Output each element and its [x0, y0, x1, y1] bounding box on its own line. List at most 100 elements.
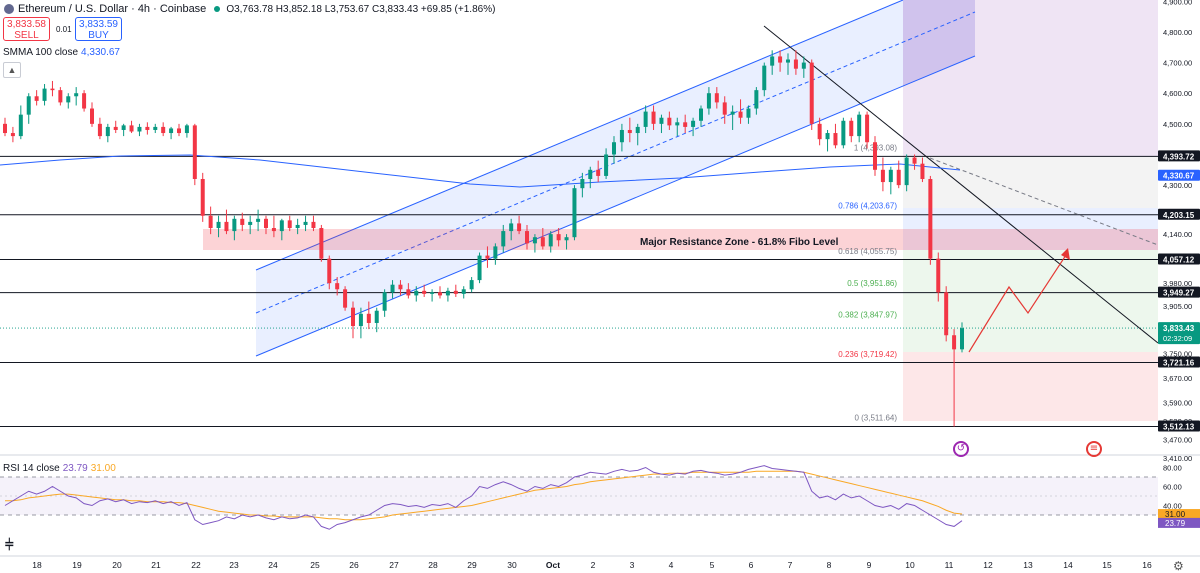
x-tick-label: 26	[349, 560, 359, 570]
candle-body	[714, 93, 719, 103]
candle-body	[295, 224, 300, 229]
candle-body	[873, 142, 877, 170]
rsi-legend[interactable]: RSI 14 close 23.79 31.00	[3, 463, 116, 474]
y-tick-label: 4,500.00	[1163, 120, 1192, 129]
buy-price: 3,833.59	[79, 19, 118, 30]
channel-lower-line	[255, 55, 976, 357]
candle-body	[699, 108, 703, 121]
fib-label: 0.382 (3,847.97)	[838, 311, 897, 320]
price-label-box	[1158, 286, 1200, 298]
candle-body	[390, 284, 395, 293]
x-tick-label: 16	[1142, 560, 1152, 570]
fib-zone-purple	[903, 0, 1158, 156]
candle-body	[240, 218, 245, 225]
candle-body	[627, 129, 632, 134]
candle-body	[319, 228, 324, 259]
candle-body	[200, 178, 205, 216]
smma-projection	[929, 157, 1159, 246]
candle-body	[137, 126, 142, 132]
y-tick-label: 3,980.00	[1163, 279, 1192, 288]
fib-label: 0.5 (3,951.86)	[847, 279, 897, 288]
candle-body	[105, 126, 110, 137]
candle-body	[477, 255, 482, 281]
candle-body	[279, 220, 284, 232]
x-tick-label: 8	[827, 560, 832, 570]
price-label-box	[1158, 253, 1200, 265]
smma-legend[interactable]: SMMA 100 close 4,330.67	[3, 47, 120, 58]
candle-body	[540, 237, 545, 247]
x-tick-label: 24	[268, 560, 278, 570]
candle-body	[18, 114, 23, 137]
candle-body	[532, 237, 537, 244]
rsi-tick-label: 40.00	[1163, 502, 1182, 511]
rsi-ma-tag	[1158, 509, 1200, 520]
candle-body	[865, 114, 870, 143]
candle-body	[34, 96, 39, 101]
rsi-tag-text: 23.79	[1165, 519, 1186, 528]
gear-icon[interactable]: ⚙	[1173, 559, 1184, 573]
candle-body	[920, 163, 925, 179]
candle-body	[564, 237, 569, 241]
x-tick-label: 7	[788, 560, 793, 570]
y-tick-label: 4,900.00	[1163, 0, 1192, 6]
candle-body	[445, 290, 450, 296]
candle-body	[809, 62, 814, 124]
x-tick-label: 20	[112, 560, 122, 570]
ethereum-icon	[4, 4, 14, 14]
candle-body	[659, 117, 664, 124]
y-tick-label: 4,600.00	[1163, 89, 1192, 98]
candle-body	[74, 93, 79, 97]
y-tick-label: 3,470.00	[1163, 435, 1192, 444]
candle-body	[960, 328, 964, 350]
candle-body	[343, 289, 348, 308]
buy-label: BUY	[88, 30, 109, 41]
candle-body	[904, 157, 909, 186]
candle-body	[485, 255, 490, 259]
candle-body	[944, 292, 949, 336]
price-label-box	[1158, 208, 1200, 220]
candle-body	[572, 188, 577, 238]
candle-body	[841, 120, 846, 146]
tradingview-logo[interactable]: ⫩	[5, 536, 14, 554]
y-tick-label: 3,750.00	[1163, 350, 1192, 359]
candle-body	[833, 133, 838, 146]
candle-body	[596, 169, 601, 176]
candle-body	[517, 223, 522, 232]
chevron-up-icon[interactable]: ▲	[3, 62, 21, 78]
candle-body	[556, 234, 561, 241]
candle-body	[153, 126, 158, 130]
x-tick-label: 5	[710, 560, 715, 570]
rsi-band	[0, 477, 1158, 515]
sell-button[interactable]: 3,833.58 SELL	[3, 17, 50, 41]
channel-upper-line	[255, 0, 904, 271]
candle-body	[770, 56, 775, 66]
rsi-ma-tag-text: 31.00	[1165, 510, 1186, 519]
symbol-title[interactable]: Ethereum / U.S. Dollar · 4h · Coinbase	[18, 3, 207, 15]
candle-body	[912, 157, 917, 164]
price-label-box	[1158, 356, 1200, 368]
x-tick-label: 29	[467, 560, 477, 570]
price-label-box	[1158, 420, 1200, 432]
x-tick-label: 9	[867, 560, 872, 570]
fib-label: 0.236 (3,719.42)	[838, 350, 897, 359]
x-tick-label: 22	[191, 560, 201, 570]
candle-body	[287, 220, 292, 229]
candle-body	[97, 123, 102, 137]
candle-body	[66, 96, 71, 103]
price-label-text: 4,203.15	[1163, 211, 1195, 220]
us-flag-icon[interactable]: ≡	[1086, 441, 1102, 457]
candle-body	[738, 111, 743, 118]
buy-button[interactable]: 3,833.59 BUY	[75, 17, 122, 41]
candle-body	[667, 117, 672, 126]
candle-body	[327, 258, 332, 284]
candle-body	[461, 289, 466, 294]
candle-body	[453, 290, 458, 294]
candle-body	[121, 125, 126, 130]
candle-body	[248, 221, 253, 225]
y-tick-label: 3,410.00	[1163, 454, 1192, 463]
x-tick-label: 30	[507, 560, 517, 570]
earnings-icon[interactable]: ↺	[953, 441, 969, 457]
candle-body	[26, 96, 31, 115]
candle-body	[422, 290, 427, 294]
